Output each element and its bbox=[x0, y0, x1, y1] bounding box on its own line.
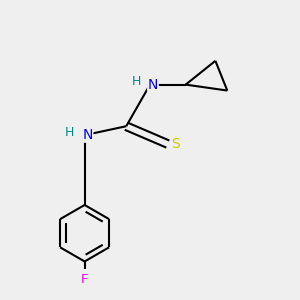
Text: N: N bbox=[82, 128, 93, 142]
Text: N: N bbox=[148, 78, 158, 92]
Text: F: F bbox=[81, 273, 88, 286]
Text: H: H bbox=[65, 126, 74, 139]
Text: S: S bbox=[171, 137, 180, 151]
Text: H: H bbox=[132, 75, 141, 88]
